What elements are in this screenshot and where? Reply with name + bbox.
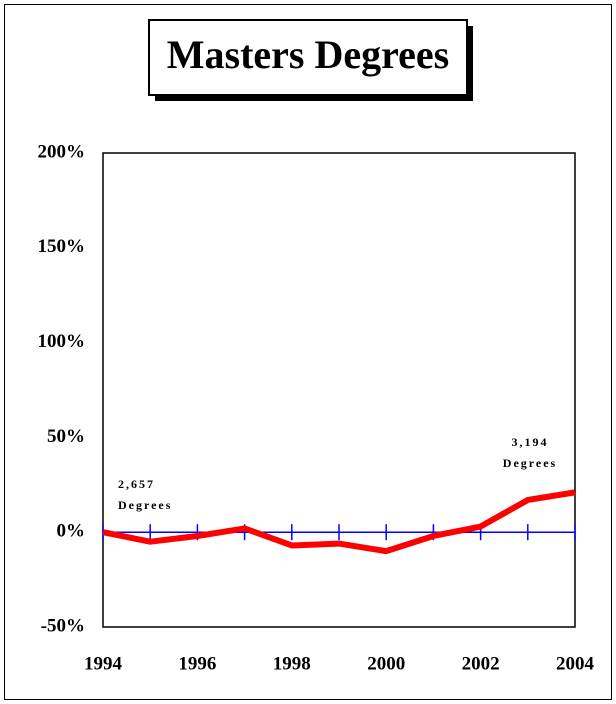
plot-area [102, 152, 576, 628]
x-tick-label: 2002 [462, 653, 500, 674]
x-tick-label: 1994 [84, 653, 123, 674]
title-box [148, 19, 468, 96]
y-tick-label: -50% [41, 615, 85, 636]
y-tick-label: 150% [38, 236, 86, 257]
y-tick-label: 50% [47, 426, 85, 447]
annotation: Degrees [503, 456, 557, 470]
y-tick-label: 200% [38, 141, 86, 162]
y-tick-label: 0% [57, 521, 86, 542]
x-tick-label: 1998 [273, 653, 311, 674]
annotation: Degrees [118, 498, 172, 512]
annotation: 3,194 [512, 435, 549, 449]
x-tick-label: 2004 [556, 653, 595, 674]
annotation: 2,657 [118, 477, 155, 491]
y-tick-label: 100% [38, 331, 86, 352]
chart-title: Masters Degrees [167, 32, 449, 77]
page-border [4, 4, 612, 700]
x-tick-label: 1996 [178, 653, 216, 674]
data-line [102, 489, 576, 555]
x-tick-label: 2000 [367, 653, 405, 674]
